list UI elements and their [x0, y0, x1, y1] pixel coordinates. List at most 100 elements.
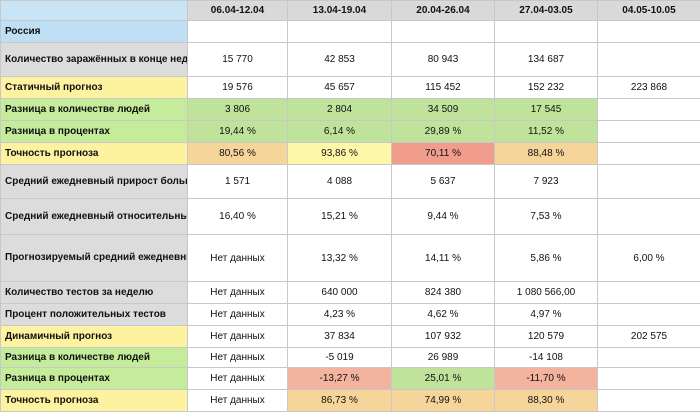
table-cell[interactable]: 1 571	[188, 165, 288, 199]
table-cell[interactable]: 4,97 %	[495, 304, 598, 326]
table-cell[interactable]: 15 770	[188, 43, 288, 77]
header-week-1[interactable]: 06.04-12.04	[188, 1, 288, 21]
section-title-cell[interactable]: Россия	[1, 21, 188, 43]
table-cell[interactable]: 19 576	[188, 77, 288, 99]
row-label-dynamic-diff-people[interactable]: Разница в количестве людей	[1, 348, 188, 368]
table-cell[interactable]: 3 806	[188, 99, 288, 121]
table-cell[interactable]: 4,23 %	[288, 304, 392, 326]
table-cell[interactable]: 70,11 %	[392, 143, 495, 165]
table-cell[interactable]: 25,01 %	[392, 368, 495, 390]
row-label-diff-people[interactable]: Разница в количестве людей	[1, 99, 188, 121]
table-cell[interactable]: 4,62 %	[392, 304, 495, 326]
table-row: Разница в процентах 19,44 % 6,14 % 29,89…	[1, 121, 700, 143]
table-cell[interactable]: 6,14 %	[288, 121, 392, 143]
table-cell[interactable]: 152 232	[495, 77, 598, 99]
table-cell[interactable]: Нет данных	[188, 304, 288, 326]
table-cell[interactable]: Нет данных	[188, 235, 288, 282]
header-week-3[interactable]: 20.04-26.04	[392, 1, 495, 21]
table-cell[interactable]	[598, 21, 700, 43]
row-label-infected[interactable]: Количество заражённых в конце недели	[1, 43, 188, 77]
table-cell[interactable]	[598, 165, 700, 199]
table-row: Количество тестов за неделю Нет данных 6…	[1, 282, 700, 304]
table-cell[interactable]	[598, 304, 700, 326]
row-label-predicted-relative-growth[interactable]: Прогнозируемый средний ежедневный относи…	[1, 235, 188, 282]
row-label-accuracy[interactable]: Точность прогноза	[1, 143, 188, 165]
table-cell[interactable]	[598, 368, 700, 390]
table-cell[interactable]: 115 452	[392, 77, 495, 99]
table-cell[interactable]: 107 932	[392, 326, 495, 348]
row-label-static-forecast[interactable]: Статичный прогноз	[1, 77, 188, 99]
table-cell[interactable]: 9,44 %	[392, 199, 495, 235]
row-label-tests-count[interactable]: Количество тестов за неделю	[1, 282, 188, 304]
table-cell[interactable]: 2 804	[288, 99, 392, 121]
table-cell[interactable]	[598, 43, 700, 77]
header-corner-cell[interactable]	[1, 1, 188, 21]
table-cell[interactable]: 134 687	[495, 43, 598, 77]
table-cell[interactable]	[598, 282, 700, 304]
table-cell[interactable]	[598, 121, 700, 143]
table-cell[interactable]: -14 108	[495, 348, 598, 368]
table-cell[interactable]: 88,48 %	[495, 143, 598, 165]
table-cell[interactable]: 37 834	[288, 326, 392, 348]
table-cell[interactable]: 16,40 %	[188, 199, 288, 235]
table-cell[interactable]: 5,86 %	[495, 235, 598, 282]
table-row: Статичный прогноз 19 576 45 657 115 452 …	[1, 77, 700, 99]
table-cell[interactable]: Нет данных	[188, 282, 288, 304]
table-cell[interactable]	[598, 348, 700, 368]
table-cell[interactable]: 640 000	[288, 282, 392, 304]
header-week-4[interactable]: 27.04-03.05	[495, 1, 598, 21]
table-row: Точность прогноза 80,56 % 93,86 % 70,11 …	[1, 143, 700, 165]
table-cell[interactable]: Нет данных	[188, 348, 288, 368]
table-cell[interactable]: 26 989	[392, 348, 495, 368]
header-row: 06.04-12.04 13.04-19.04 20.04-26.04 27.0…	[1, 1, 700, 21]
table-cell[interactable]	[188, 21, 288, 43]
table-row: Прогнозируемый средний ежедневный относи…	[1, 235, 700, 282]
table-cell[interactable]: 13,32 %	[288, 235, 392, 282]
table-cell[interactable]: 7 923	[495, 165, 598, 199]
table-cell[interactable]	[392, 21, 495, 43]
table-cell[interactable]: 34 509	[392, 99, 495, 121]
table-cell[interactable]: -13,27 %	[288, 368, 392, 390]
table-cell[interactable]: 5 637	[392, 165, 495, 199]
table-cell[interactable]: 45 657	[288, 77, 392, 99]
row-label-positive-tests[interactable]: Процент положительных тестов	[1, 304, 188, 326]
table-cell[interactable]	[598, 143, 700, 165]
table-cell[interactable]: -11,70 %	[495, 368, 598, 390]
table-cell[interactable]: 11,52 %	[495, 121, 598, 143]
header-week-2[interactable]: 13.04-19.04	[288, 1, 392, 21]
table-cell[interactable]	[598, 199, 700, 235]
table-cell[interactable]: 6,00 %	[598, 235, 700, 282]
table-cell[interactable]: 1 080 566,00	[495, 282, 598, 304]
table-cell[interactable]: 19,44 %	[188, 121, 288, 143]
table-cell[interactable]: 7,53 %	[495, 199, 598, 235]
table-cell[interactable]: 14,11 %	[392, 235, 495, 282]
table-cell[interactable]: 42 853	[288, 43, 392, 77]
header-week-5[interactable]: 04.05-10.05	[598, 1, 700, 21]
table-row: Процент положительных тестов Нет данных …	[1, 304, 700, 326]
row-label-diff-percent[interactable]: Разница в процентах	[1, 121, 188, 143]
table-cell[interactable]: 17 545	[495, 99, 598, 121]
table-cell[interactable]: 824 380	[392, 282, 495, 304]
table-cell[interactable]	[288, 21, 392, 43]
table-cell[interactable]: 29,89 %	[392, 121, 495, 143]
table-row: Динамичный прогноз Нет данных 37 834 107…	[1, 326, 700, 348]
table-cell[interactable]: 93,86 %	[288, 143, 392, 165]
table-cell[interactable]: 223 868	[598, 77, 700, 99]
table-row: Средний ежедневный относительный рост 16…	[1, 199, 700, 235]
row-label-dynamic-diff-percent[interactable]: Разница в процентах	[1, 368, 188, 390]
table-cell[interactable]: Нет данных	[188, 368, 288, 390]
row-label-dynamic-forecast[interactable]: Динамичный прогноз	[1, 326, 188, 348]
table-cell[interactable]	[598, 99, 700, 121]
table-cell[interactable]: 80,56 %	[188, 143, 288, 165]
table-cell[interactable]: Нет данных	[188, 326, 288, 348]
table-cell[interactable]: 202 575	[598, 326, 700, 348]
table-cell[interactable]: 4 088	[288, 165, 392, 199]
table-cell[interactable]: 80 943	[392, 43, 495, 77]
table-cell[interactable]: 120 579	[495, 326, 598, 348]
table-cell[interactable]	[495, 21, 598, 43]
table-cell[interactable]: -5 019	[288, 348, 392, 368]
row-label-daily-growth[interactable]: Средний ежедневный прирост больных	[1, 165, 188, 199]
row-label-relative-growth[interactable]: Средний ежедневный относительный рост	[1, 199, 188, 235]
table-cell[interactable]: 15,21 %	[288, 199, 392, 235]
